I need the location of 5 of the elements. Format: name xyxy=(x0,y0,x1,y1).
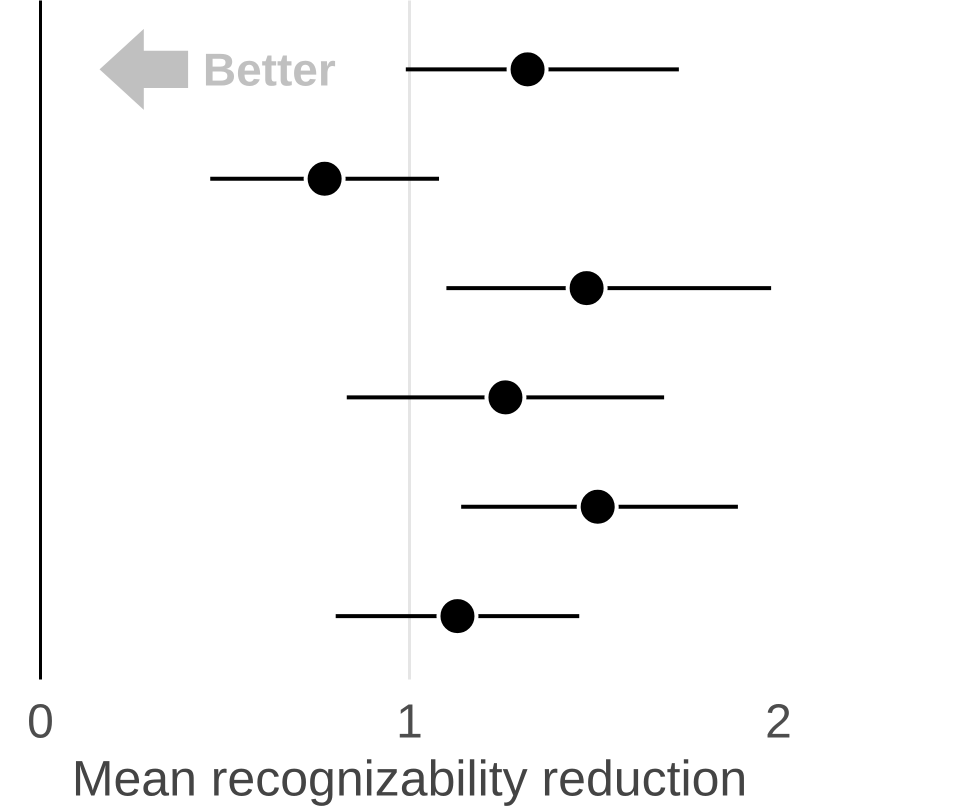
x-tick-label: 2 xyxy=(765,696,792,748)
x-tick-label: 0 xyxy=(27,696,54,748)
x-axis-title: Mean recognizability reduction xyxy=(72,750,748,806)
x-tick-label: 1 xyxy=(396,696,423,748)
annotation: Better xyxy=(202,43,336,96)
